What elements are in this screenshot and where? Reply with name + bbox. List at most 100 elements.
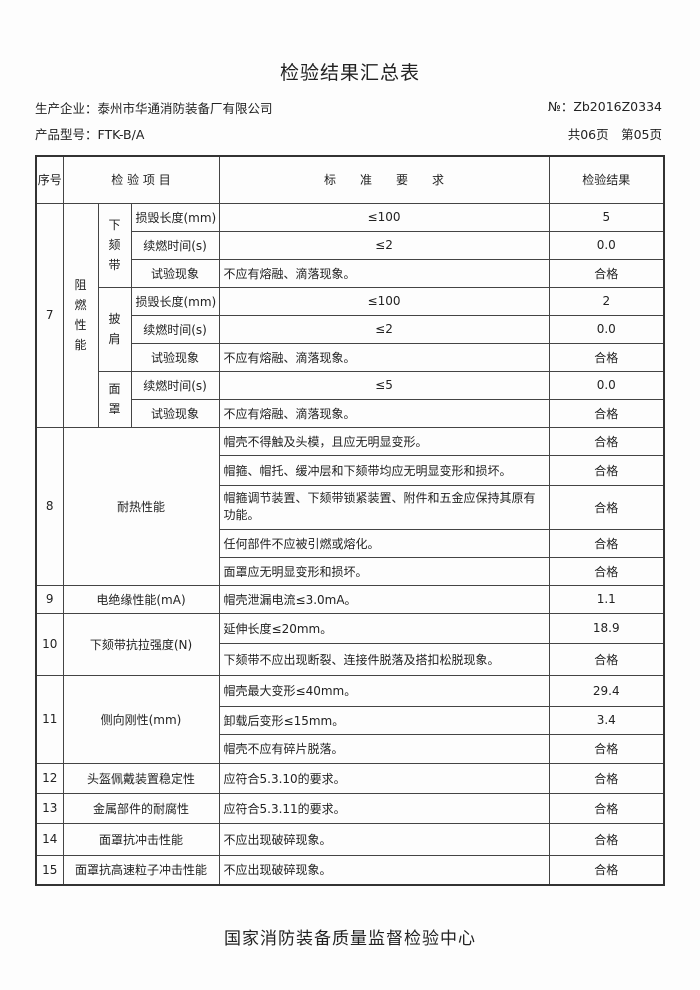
- item: 试验现象: [130, 398, 220, 428]
- table-row: 帽箍、帽托、缓冲层和下颏带均应无明显变形和损坏。 合格: [36, 454, 665, 486]
- table-row: 面罩应无明显变形和损坏。 合格: [36, 556, 665, 586]
- report-number: №：Zb2016Z0334: [547, 99, 662, 114]
- item: 头盔佩戴装置稳定性: [62, 762, 220, 794]
- item: 下颏带抗拉强度(N): [62, 612, 220, 676]
- table-row: 12 头盔佩戴装置稳定性 应符合5.3.10的要求。 合格: [35, 762, 665, 794]
- table-row: 卸载后变形≤15mm。 3.4: [36, 705, 665, 735]
- result: 合格: [548, 854, 665, 886]
- result: 合格: [548, 822, 665, 856]
- result: 0.0: [548, 230, 665, 260]
- standard: 任何部件不应被引燃或熔化。: [218, 528, 550, 558]
- table-row: 续燃时间(s) ≤2 0.0: [36, 230, 665, 260]
- result: 合格: [548, 454, 665, 486]
- header-seq: 序号: [35, 155, 64, 204]
- standard: ≤100: [218, 202, 550, 232]
- results-table: 序号 检 验 项 目 标 准 要 求 检验结果 7 阻燃性能 下颏带 损毁长度(…: [35, 155, 666, 886]
- result: 3.4: [548, 705, 665, 735]
- seq: 14: [35, 822, 64, 856]
- result: 合格: [548, 642, 665, 676]
- seq: 15: [35, 854, 64, 886]
- standard: 下颏带不应出现断裂、连接件脱落及搭扣松脱现象。: [218, 642, 550, 676]
- item: 续燃时间(s): [130, 230, 220, 260]
- standard: 面罩应无明显变形和损坏。: [218, 556, 550, 586]
- standard: 不应有熔融、滴落现象。: [218, 258, 550, 288]
- result: 0.0: [548, 314, 665, 344]
- standard: ≤5: [218, 370, 550, 400]
- seq: 7: [35, 202, 64, 428]
- product-model: 产品型号：FTK-B/A: [35, 127, 145, 142]
- header-item: 检 验 项 目: [62, 155, 220, 204]
- item: 电绝缘性能(mA): [62, 584, 220, 614]
- standard: 帽箍调节装置、下颏带锁紧装置、附件和五金应保持其原有功能。: [218, 484, 550, 530]
- table-row: 11 侧向刚性(mm) 帽壳最大变形≤40mm。 29.4: [35, 674, 665, 764]
- result: 合格: [548, 258, 665, 288]
- item: 续燃时间(s): [130, 314, 220, 344]
- result: 18.9: [548, 612, 665, 644]
- standard: 应符合5.3.11的要求。: [218, 792, 550, 824]
- result: 合格: [548, 342, 665, 372]
- standard: 不应出现破碎现象。: [218, 822, 550, 856]
- page-count: 共06页 第05页: [567, 127, 662, 142]
- standard: 帽壳不应有碎片脱落。: [218, 733, 550, 764]
- standard: 帽壳最大变形≤40mm。: [218, 674, 550, 707]
- header-standard: 标 准 要 求: [218, 155, 550, 204]
- result: 合格: [548, 484, 665, 530]
- table-row: 续燃时间(s) ≤2 0.0: [36, 314, 665, 344]
- result: 合格: [548, 398, 665, 428]
- seq: 10: [35, 612, 64, 676]
- seq: 9: [35, 584, 64, 614]
- table-row: 试验现象 不应有熔融、滴落现象。 合格: [36, 342, 665, 372]
- standard: 卸载后变形≤15mm。: [218, 705, 550, 735]
- table-row: 披肩 损毁长度(mm) ≤100 2: [36, 286, 665, 372]
- standard: 应符合5.3.10的要求。: [218, 762, 550, 794]
- item: 试验现象: [130, 258, 220, 288]
- result: 1.1: [548, 584, 665, 614]
- result: 合格: [548, 556, 665, 586]
- sub-label: 面罩: [97, 370, 132, 428]
- result: 合格: [548, 528, 665, 558]
- item: 面罩抗高速粒子冲击性能: [62, 854, 220, 886]
- seq: 13: [35, 792, 64, 824]
- company: 生产企业：泰州市华通消防装备厂有限公司: [35, 101, 273, 116]
- item: 金属部件的耐腐性: [62, 792, 220, 824]
- table-row: 10 下颏带抗拉强度(N) 延伸长度≤20mm。 18.9: [35, 612, 665, 676]
- header-result: 检验结果: [548, 155, 665, 204]
- table-row: 8 耐热性能 帽壳不得触及头模，且应无明显变形。 合格: [35, 426, 665, 586]
- item: 续燃时间(s): [130, 370, 220, 400]
- result: 合格: [548, 733, 665, 764]
- table-header: 序号 检 验 项 目 标 准 要 求 检验结果: [35, 155, 665, 204]
- seq: 11: [35, 674, 64, 764]
- standard: 不应出现破碎现象。: [218, 854, 550, 886]
- result: 2: [548, 286, 665, 316]
- table-row: 14 面罩抗冲击性能 不应出现破碎现象。 合格: [35, 822, 665, 856]
- standard: 帽壳泄漏电流≤3.0mA。: [218, 584, 550, 614]
- standard: 不应有熔融、滴落现象。: [218, 342, 550, 372]
- standard: ≤100: [218, 286, 550, 316]
- item: 试验现象: [130, 342, 220, 372]
- table-row: 任何部件不应被引燃或熔化。 合格: [36, 528, 665, 558]
- table-row: 7 阻燃性能 下颏带 损毁长度(mm) ≤100 5: [35, 202, 665, 428]
- item: 耐热性能: [62, 426, 220, 586]
- sub-label: 披肩: [97, 286, 132, 372]
- standard: 延伸长度≤20mm。: [218, 612, 550, 644]
- seq: 12: [35, 762, 64, 794]
- table-row: 帽箍调节装置、下颏带锁紧装置、附件和五金应保持其原有功能。 合格: [36, 484, 665, 530]
- issuer-footer: 国家消防装备质量监督检验中心: [224, 929, 476, 949]
- table-row: 15 面罩抗高速粒子冲击性能 不应出现破碎现象。 合格: [35, 854, 665, 886]
- item: 面罩抗冲击性能: [62, 822, 220, 856]
- item: 损毁长度(mm): [130, 202, 220, 232]
- standard: 帽壳不得触及头模，且应无明显变形。: [218, 426, 550, 456]
- result: 0.0: [548, 370, 665, 400]
- sub-label: 下颏带: [97, 202, 132, 288]
- group-label: 阻燃性能: [62, 202, 99, 428]
- standard: 帽箍、帽托、缓冲层和下颏带均应无明显变形和损坏。: [218, 454, 550, 486]
- table-row: 面罩 续燃时间(s) ≤5 0.0: [36, 370, 665, 428]
- seq: 8: [35, 426, 64, 586]
- table-row: 13 金属部件的耐腐性 应符合5.3.11的要求。 合格: [35, 792, 665, 824]
- standard: ≤2: [218, 314, 550, 344]
- result: 5: [548, 202, 665, 232]
- result: 29.4: [548, 674, 665, 707]
- table-row: 试验现象 不应有熔融、滴落现象。 合格: [36, 258, 665, 288]
- standard: ≤2: [218, 230, 550, 260]
